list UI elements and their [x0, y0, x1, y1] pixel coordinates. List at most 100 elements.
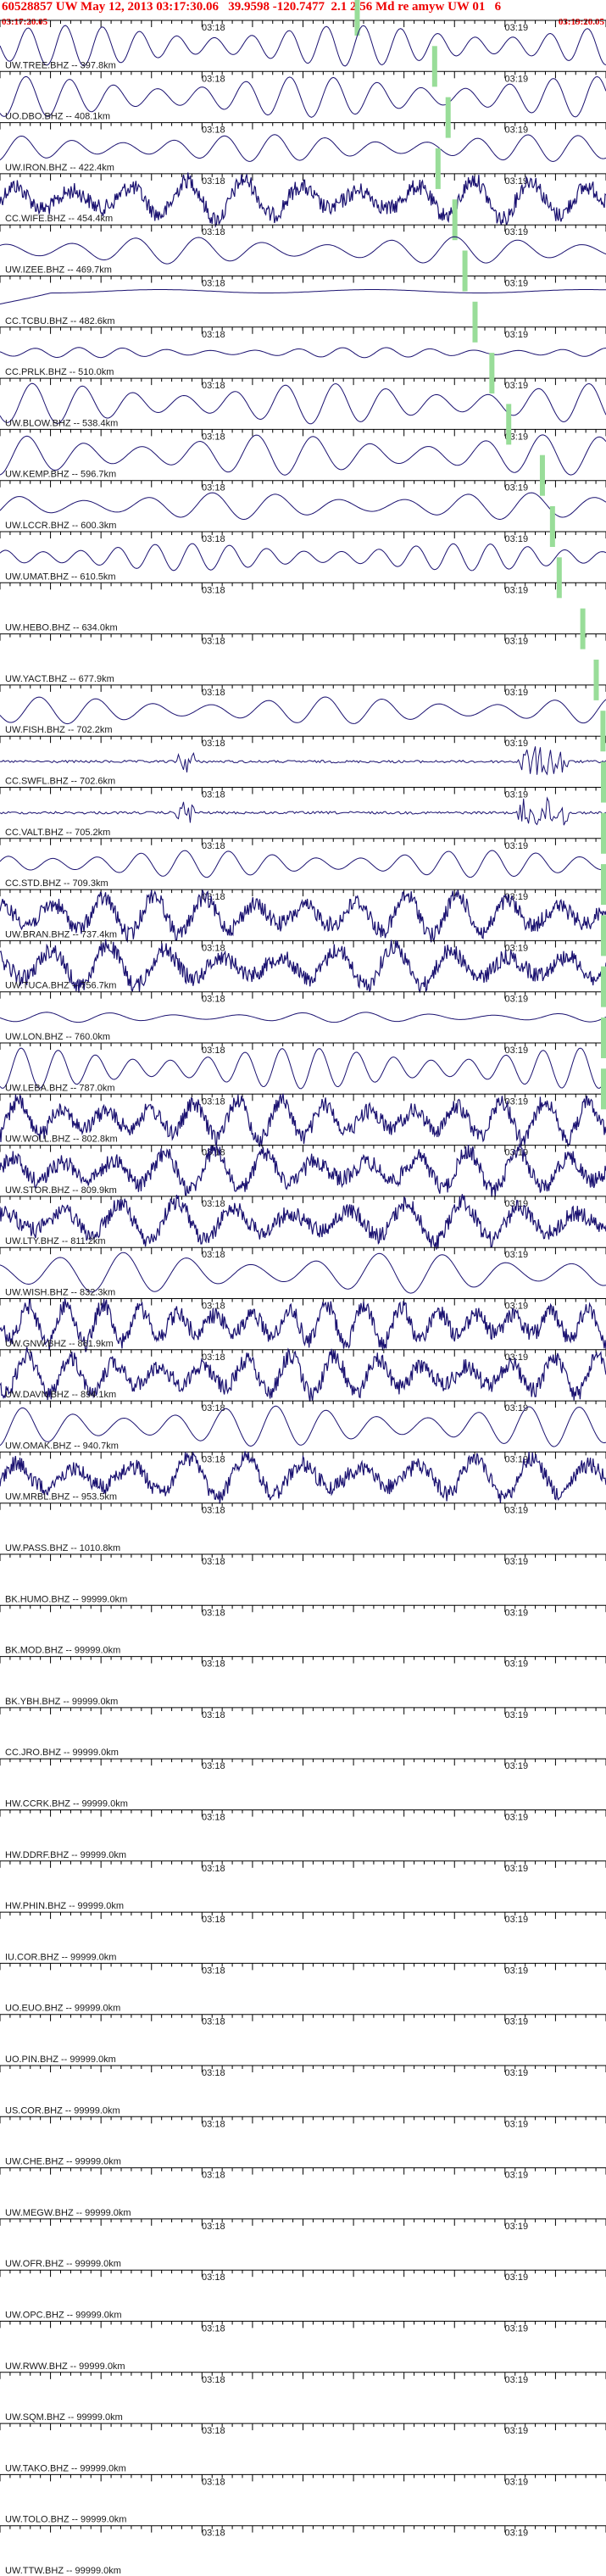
waveform-trace: [0, 543, 606, 572]
station-label: UW.TUCA.BHZ -- 756.7km: [5, 981, 116, 991]
time-label: 03:18: [202, 483, 225, 493]
station-label: UO.DBO.BHZ -- 408.1km: [5, 112, 110, 122]
time-label: 03:18: [202, 841, 225, 851]
time-label: 03:18: [202, 1813, 225, 1823]
time-label: 03:18: [202, 739, 225, 749]
station-label: HW.PHIN.BHZ -- 99999.0km: [5, 1901, 124, 1911]
time-label: 03:18: [202, 995, 225, 1005]
time-label: 03:19: [505, 1761, 529, 1771]
waveform-trace: [0, 1143, 606, 1197]
pick-marker: [600, 711, 606, 752]
station-label: UW.KEMP.BHZ -- 596.7km: [5, 470, 116, 480]
time-label: 03:18: [202, 1864, 225, 1874]
time-label: 03:18: [202, 1352, 225, 1363]
station-label: BK.HUMO.BHZ -- 99999.0km: [5, 1594, 127, 1604]
station-label: UW.OPC.BHZ -- 99999.0km: [5, 2311, 122, 2321]
station-label: UW.UMAT.BHZ -- 610.5km: [5, 572, 116, 582]
time-label: 03:18: [202, 1608, 225, 1618]
station-label: UW.YACT.BHZ -- 677.9km: [5, 674, 114, 684]
waveform-trace: [0, 347, 606, 359]
time-label: 03:18: [202, 2529, 225, 2539]
time-label: 03:18: [202, 1454, 225, 1464]
pick-marker: [506, 404, 512, 445]
time-label: 03:19: [505, 2529, 529, 2539]
time-label: 03:19: [505, 1915, 529, 1925]
waveform-trace: [0, 236, 606, 265]
time-label: 03:19: [505, 637, 529, 647]
station-label: CC.WIFE.BHZ -- 454.4km: [5, 214, 113, 224]
pick-marker: [539, 454, 545, 496]
time-label: 03:18: [202, 585, 225, 595]
pick-marker: [489, 353, 495, 394]
time-label: 03:19: [505, 74, 529, 84]
time-label: 03:19: [505, 1250, 529, 1260]
pick-marker: [601, 812, 606, 854]
station-label: UW.BLOW.BHZ -- 538.4km: [5, 418, 118, 428]
station-label: UW.TREE.BHZ -- 397.8km: [5, 60, 116, 70]
time-label: 03:18: [202, 1506, 225, 1516]
time-label: 03:18: [202, 125, 225, 136]
pick-marker: [601, 1018, 606, 1058]
time-label: 03:19: [505, 1352, 529, 1363]
time-label: 03:18: [202, 1302, 225, 1312]
time-label: 03:18: [202, 2222, 225, 2232]
waveform-trace: [0, 1047, 606, 1090]
time-label: 03:19: [505, 1454, 529, 1464]
station-label: HW.DDRF.BHZ -- 99999.0km: [5, 1850, 126, 1860]
time-label: 03:19: [505, 1710, 529, 1720]
time-label: 03:18: [202, 2017, 225, 2027]
time-label: 03:18: [202, 176, 225, 187]
station-label: CC.SWFL.BHZ -- 702.6km: [5, 777, 115, 787]
time-label: 03:19: [505, 1965, 529, 1976]
time-label: 03:19: [505, 1403, 529, 1413]
waveform-trace: [0, 796, 606, 826]
pick-marker: [472, 301, 478, 343]
time-label: 03:19: [505, 2171, 529, 2181]
station-label: UW.OMAK.BHZ -- 940.7km: [5, 1441, 119, 1451]
station-label: UW.FISH.BHZ -- 702.2km: [5, 725, 113, 735]
time-label: 03:19: [505, 1045, 529, 1056]
time-label: 03:18: [202, 1045, 225, 1056]
time-label: 03:18: [202, 1965, 225, 1976]
time-label: 03:18: [202, 2119, 225, 2129]
time-label: 03:19: [505, 1608, 529, 1618]
waveform-trace: [0, 1012, 606, 1023]
time-label: 03:18: [202, 2426, 225, 2436]
time-label: 03:18: [202, 1250, 225, 1260]
pick-marker: [601, 864, 606, 906]
station-label: UW.TAKO.BHZ -- 99999.0km: [5, 2463, 126, 2473]
waveform-trace: [0, 134, 606, 162]
time-label: 03:18: [202, 1659, 225, 1670]
waveform-trace: [0, 1194, 606, 1250]
pick-marker: [445, 97, 451, 138]
start-time: 03:17:20.05: [2, 17, 48, 27]
station-label: UW.LTY.BHZ -- 811.2km: [5, 1236, 106, 1246]
station-label: UW.TOLO.BHZ -- 99999.0km: [5, 2515, 126, 2525]
time-label: 03:18: [202, 1761, 225, 1771]
waveform-trace: [0, 1297, 606, 1352]
time-label: 03:18: [202, 1403, 225, 1413]
station-label: UW.RWW.BHZ -- 99999.0km: [5, 2361, 125, 2372]
time-label: 03:18: [202, 1915, 225, 1925]
time-label: 03:18: [202, 1557, 225, 1567]
waveform-trace: [0, 382, 606, 425]
time-label: 03:18: [202, 381, 225, 391]
station-label: CC.STD.BHZ -- 709.3km: [5, 878, 108, 889]
pick-marker: [601, 915, 606, 956]
waveform-trace: [0, 434, 606, 476]
station-label: BK.MOD.BHZ -- 99999.0km: [5, 1646, 120, 1656]
station-label: UW.LEBA.BHZ -- 787.0km: [5, 1083, 115, 1093]
time-label: 03:19: [505, 1557, 529, 1567]
time-label: 03:18: [202, 23, 225, 33]
station-label: UW.GNW.BHZ -- 861.9km: [5, 1339, 114, 1349]
time-label: 03:19: [505, 892, 529, 902]
waveform-trace: [0, 172, 606, 228]
pick-marker: [601, 761, 606, 803]
pick-marker: [593, 659, 599, 700]
station-label: CC.VALT.BHZ -- 705.2km: [5, 828, 110, 838]
station-label: UW.LCCR.BHZ -- 600.3km: [5, 521, 116, 531]
station-label: US.COR.BHZ -- 99999.0km: [5, 2105, 120, 2116]
record-title: 60528857 UW May 12, 2013 03:17:30.06 39.…: [2, 0, 502, 14]
pick-marker: [601, 1068, 606, 1110]
time-label: 03:19: [505, 1096, 529, 1107]
